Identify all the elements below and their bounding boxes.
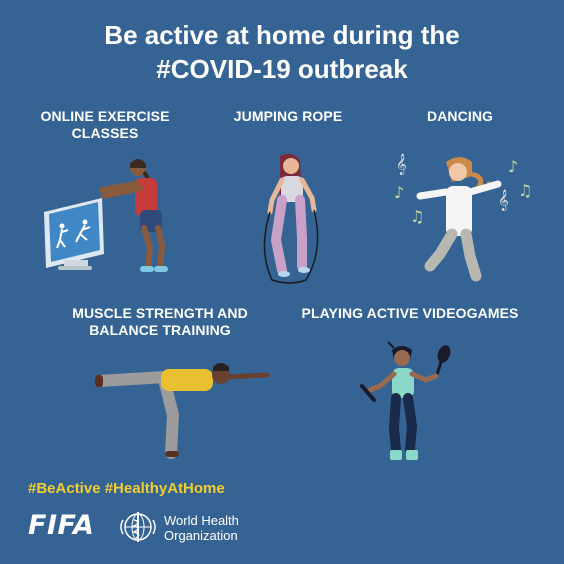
jump-rope bbox=[263, 209, 319, 284]
dancer-figure bbox=[416, 157, 502, 282]
label-muscle-strength: MUSCLE STRENGTH AND BALANCE TRAINING bbox=[72, 305, 248, 338]
jumping-rope-illustration bbox=[263, 153, 319, 284]
who-emblem-icon bbox=[120, 512, 156, 542]
balance-pose-figure bbox=[95, 363, 270, 459]
title-line-2: #COVID-19 outbreak bbox=[156, 54, 408, 84]
svg-text:𝄞: 𝄞 bbox=[396, 154, 407, 175]
active-videogames-illustration bbox=[360, 341, 451, 460]
gamer-figure bbox=[367, 341, 439, 460]
balance-training-illustration bbox=[95, 363, 270, 459]
svg-text:♪: ♪ bbox=[394, 183, 404, 202]
who-logo-text: World Health Organization bbox=[164, 513, 239, 543]
game-controller-icon bbox=[360, 384, 376, 402]
label-active-videogames: PLAYING ACTIVE VIDEOGAMES bbox=[301, 305, 519, 321]
hashtags: #BeActive #HealthyAtHome bbox=[28, 480, 225, 497]
music-notes-icon: 𝄞 ♪ ♫ ♪ 𝄞 ♫ bbox=[394, 154, 532, 226]
man-squatting-figure bbox=[99, 159, 168, 272]
page-title: Be active at home during the #COVID-19 o… bbox=[0, 18, 564, 86]
fifa-logo: FIFA bbox=[28, 510, 95, 541]
svg-text:𝄞: 𝄞 bbox=[498, 190, 509, 211]
monitor-icon bbox=[44, 198, 104, 270]
label-jumping-rope: JUMPING ROPE bbox=[233, 108, 343, 124]
svg-text:♫: ♫ bbox=[410, 207, 424, 226]
title-line-1: Be active at home during the bbox=[104, 20, 460, 50]
label-online-exercise: ONLINE EXERCISE CLASSES bbox=[40, 108, 170, 141]
label-dancing: DANCING bbox=[426, 108, 494, 124]
woman-jumping-rope-figure bbox=[267, 153, 317, 277]
dancing-illustration: 𝄞 ♪ ♫ ♪ 𝄞 ♫ bbox=[394, 154, 532, 282]
tennis-racket-icon bbox=[434, 345, 451, 379]
online-exercise-illustration bbox=[44, 159, 168, 272]
svg-text:♪: ♪ bbox=[508, 157, 518, 176]
svg-text:♫: ♫ bbox=[518, 181, 532, 200]
